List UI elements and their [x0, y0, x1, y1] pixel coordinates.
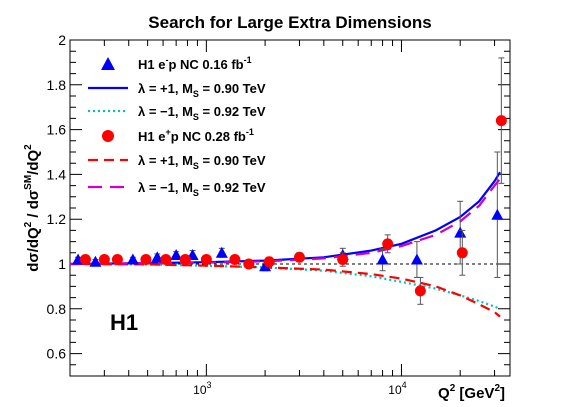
legend-entry-text: λ = −1, MS = 0.92 TeV [138, 180, 266, 198]
y-title-num-exp: 2 [23, 221, 34, 227]
legend-main: H1 e [138, 129, 165, 144]
circle-point [179, 254, 191, 266]
y-tick-label: 0.8 [47, 301, 67, 317]
legend-rest: = 0.92 TeV [199, 104, 266, 119]
legend-entry-text: λ = +1, MS = 0.90 TeV [138, 81, 266, 99]
circle-point [263, 256, 275, 268]
circle-point [414, 285, 426, 297]
y-title-den-exp: 2 [23, 144, 34, 150]
x-tick-label: 103 [193, 380, 211, 397]
legend-lambda: λ = +1, M [138, 81, 193, 96]
y-tick-label: 0.6 [47, 346, 67, 362]
x-axis-title-text: Q2 [GeV2] [438, 383, 505, 402]
x-axis-title: Q2 [GeV2] [438, 383, 505, 402]
y-tick-label: 1.2 [47, 211, 67, 227]
circle-point [160, 254, 172, 266]
y-axis-title: dσ/dQ2 / dσSM/dQ2 [23, 144, 42, 272]
y-tick-label: 1.6 [47, 122, 67, 138]
legend-rest: = 0.90 TeV [199, 153, 266, 168]
legend-entry-text: H1 e+p NC 0.28 fb-1 [138, 127, 254, 144]
circle-point [200, 254, 212, 266]
legend-circle [102, 130, 114, 142]
triangle-point [491, 208, 504, 220]
legend-entry-text: λ = −1, MS = 0.92 TeV [138, 104, 266, 122]
legend-entry-text: λ = +1, MS = 0.90 TeV [138, 153, 266, 171]
triangle-point [89, 255, 102, 267]
legend-lambda: λ = −1, M [138, 180, 193, 195]
x-title-close: ] [500, 385, 505, 402]
chart-title: Search for Large Extra Dimensions [148, 13, 431, 32]
triangle-point [151, 251, 164, 263]
x-tick-label: 104 [388, 380, 406, 397]
axis-ticks [69, 39, 510, 377]
y-title-sm: SM [23, 175, 34, 190]
y-tick-label: 1.4 [47, 166, 67, 182]
x-title-unit: [GeV [455, 385, 494, 402]
x-title-exp: 2 [450, 383, 456, 394]
curve-dotted-1 [69, 262, 501, 310]
legend-triangle [101, 57, 115, 70]
y-title-den: / dσ [25, 190, 42, 222]
experiment-label: H1 [110, 310, 138, 335]
legend-lambda: λ = −1, M [138, 104, 193, 119]
legend-sup: - [165, 55, 168, 65]
circle-point [111, 254, 123, 266]
circle-point [456, 247, 468, 259]
legend-sub: S [193, 89, 199, 99]
legend-mid: p NC 0.16 fb [168, 57, 243, 72]
curve-solid-0 [69, 171, 501, 266]
y-tick-label: 1 [58, 256, 66, 272]
triangle-point [259, 260, 272, 272]
x-tick-exponent: 3 [207, 380, 212, 390]
curve-dashed-2 [69, 262, 501, 318]
legend-sup: + [165, 127, 170, 137]
circle-point [140, 254, 152, 266]
circle-point [382, 238, 394, 250]
y-title-dq: /dQ [25, 149, 42, 174]
y-title-num: dσ/dQ [25, 227, 42, 272]
x-tick-base: 10 [193, 383, 207, 397]
legend-sup: -1 [244, 55, 252, 65]
legend-rest: = 0.90 TeV [199, 81, 266, 96]
y-tick-label: 2 [58, 32, 66, 48]
legend-lambda: λ = +1, M [138, 153, 193, 168]
curve-longdash-3 [69, 178, 501, 266]
data-points [72, 57, 507, 305]
legend-sub: S [193, 188, 199, 198]
legend: H1 e-p NC 0.16 fb-1λ = +1, MS = 0.90 TeV… [88, 55, 266, 198]
triangle-point [215, 246, 228, 258]
legend-sub: S [193, 112, 199, 122]
circle-point [243, 258, 255, 270]
legend-sup: -1 [246, 127, 254, 137]
legend-mid: p NC 0.28 fb [171, 129, 246, 144]
y-axis-title-text: dσ/dQ2 / dσSM/dQ2 [23, 144, 42, 272]
tick-marks [69, 39, 510, 377]
x-tick-base: 10 [388, 383, 402, 397]
triangle-point [454, 226, 467, 238]
legend-sub: S [193, 161, 199, 171]
triangle-point [126, 253, 139, 265]
triangle-point [376, 253, 389, 265]
x-tick-labels: 103 104 [193, 380, 406, 397]
circle-point [229, 254, 241, 266]
legend-rest: = 0.92 TeV [199, 180, 266, 195]
y-tick-labels: 0.6 0.8 1 1.2 1.4 1.6 1.8 2 [47, 32, 67, 362]
legend-entry-text: H1 e-p NC 0.16 fb-1 [138, 55, 252, 72]
circle-point [495, 115, 507, 127]
circle-point [98, 254, 110, 266]
x-title-unit-exp: 2 [494, 383, 500, 394]
x-tick-exponent: 4 [402, 380, 407, 390]
theory-curves [69, 171, 501, 318]
legend-main: H1 e [138, 57, 165, 72]
x-title-q: Q [438, 385, 450, 402]
triangle-point [170, 249, 183, 261]
circle-point [337, 254, 349, 266]
circle-point [293, 251, 305, 263]
y-tick-label: 1.8 [47, 77, 67, 93]
circle-point [79, 254, 91, 266]
triangle-point [410, 253, 423, 265]
